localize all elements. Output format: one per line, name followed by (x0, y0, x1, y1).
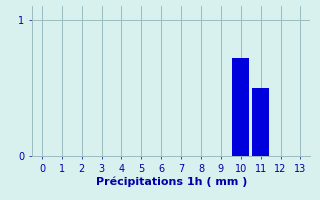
Bar (252, 88, 269, 156)
X-axis label: Précipitations 1h ( mm ): Précipitations 1h ( mm ) (95, 176, 247, 187)
Bar (232, 58, 249, 156)
